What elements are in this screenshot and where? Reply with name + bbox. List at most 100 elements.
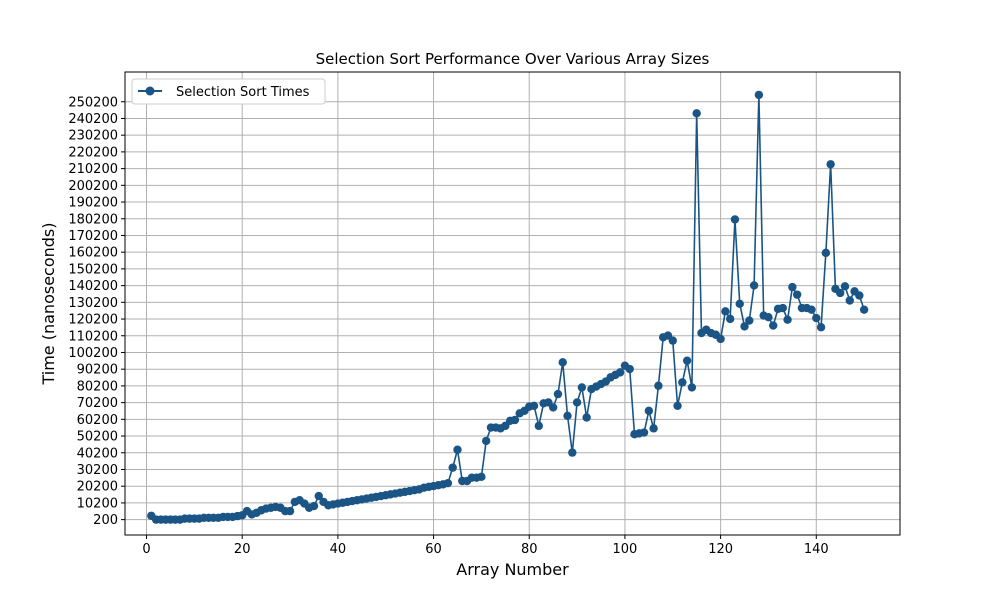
data-point bbox=[615, 368, 625, 377]
data-point bbox=[745, 316, 754, 325]
x-tick-label: 100 bbox=[613, 542, 638, 557]
data-point bbox=[625, 364, 634, 374]
data-point bbox=[510, 415, 520, 425]
y-tick-label: 240200 bbox=[68, 112, 118, 127]
y-tick-label: 90200 bbox=[77, 363, 118, 378]
data-point bbox=[754, 90, 764, 100]
data-point bbox=[553, 389, 563, 399]
data-point bbox=[548, 403, 558, 412]
data-point bbox=[309, 501, 319, 511]
y-tick-label: 30200 bbox=[77, 463, 118, 478]
data-point bbox=[453, 445, 462, 454]
data-point bbox=[448, 463, 457, 472]
data-point bbox=[568, 448, 577, 457]
x-tick-label: 40 bbox=[330, 542, 347, 557]
data-point bbox=[477, 472, 486, 482]
x-tick-label: 20 bbox=[234, 542, 251, 557]
data-point bbox=[721, 307, 730, 316]
x-tick-label: 0 bbox=[142, 542, 150, 557]
y-tick-label: 70200 bbox=[77, 396, 118, 411]
data-point bbox=[649, 424, 658, 433]
plot-area-frame bbox=[124, 71, 901, 536]
data-point bbox=[692, 109, 701, 118]
data-point bbox=[668, 336, 677, 345]
data-point bbox=[730, 215, 740, 224]
axis-ticks: 0 20 40 60 80 100 120 1402001020020200302004020… bbox=[68, 95, 828, 557]
data-point bbox=[534, 421, 544, 431]
data-point bbox=[563, 411, 572, 421]
data-point bbox=[644, 406, 654, 416]
y-tick-label: 80200 bbox=[77, 379, 118, 394]
y-tick-label: 200200 bbox=[68, 179, 118, 194]
data-point bbox=[529, 401, 539, 410]
y-tick-label: 150200 bbox=[68, 262, 118, 277]
data-point bbox=[783, 315, 792, 324]
data-point bbox=[778, 303, 787, 313]
y-tick-label: 40200 bbox=[77, 446, 118, 461]
data-point bbox=[816, 323, 826, 332]
data-point bbox=[481, 436, 491, 446]
data-point bbox=[673, 401, 682, 410]
data-point bbox=[740, 322, 749, 331]
data-point bbox=[687, 383, 697, 392]
y-tick-label: 170200 bbox=[68, 229, 118, 244]
legend: Selection Sort Times bbox=[131, 78, 326, 105]
x-tick-label: 80 bbox=[521, 542, 538, 557]
y-tick-label: 120200 bbox=[68, 313, 118, 328]
data-point bbox=[639, 428, 649, 437]
data-point bbox=[314, 491, 323, 501]
data-point bbox=[725, 314, 735, 324]
y-tick-label: 60200 bbox=[77, 413, 118, 428]
y-tick-label: 20200 bbox=[77, 480, 118, 495]
data-point bbox=[558, 358, 567, 367]
data-point bbox=[285, 506, 295, 516]
y-tick-label: 220200 bbox=[68, 145, 118, 160]
x-axis-title: Array Number bbox=[456, 560, 569, 579]
data-point bbox=[812, 313, 821, 323]
y-tick-label: 140200 bbox=[68, 279, 118, 294]
data-point bbox=[682, 356, 692, 365]
data-point bbox=[821, 248, 831, 258]
series bbox=[147, 90, 869, 524]
data-point bbox=[836, 288, 845, 298]
x-tick-label: 60 bbox=[425, 542, 442, 557]
data-point bbox=[577, 383, 587, 392]
chart-title: Selection Sort Performance Over Various … bbox=[316, 50, 710, 68]
legend-label: Selection Sort Times bbox=[176, 85, 310, 100]
y-tick-label: 110200 bbox=[68, 329, 118, 344]
y-tick-label: 180200 bbox=[68, 212, 118, 227]
data-point bbox=[443, 478, 453, 488]
data-point bbox=[845, 296, 854, 305]
data-point bbox=[769, 321, 778, 330]
y-tick-label: 10200 bbox=[77, 496, 118, 511]
y-tick-label: 210200 bbox=[68, 162, 118, 177]
y-tick-label: 160200 bbox=[68, 246, 118, 261]
data-point bbox=[826, 160, 835, 169]
data-point bbox=[788, 282, 797, 292]
data-point bbox=[735, 299, 744, 309]
x-tick-label: 120 bbox=[708, 542, 733, 557]
legend-marker-swatch bbox=[145, 86, 155, 96]
data-point bbox=[764, 313, 773, 322]
y-tick-label: 130200 bbox=[68, 296, 118, 311]
x-tick-label: 140 bbox=[804, 542, 829, 557]
data-point bbox=[749, 281, 759, 290]
data-point bbox=[716, 334, 725, 344]
data-point bbox=[572, 398, 582, 407]
y-tick-label: 50200 bbox=[77, 430, 118, 445]
data-point bbox=[678, 378, 687, 387]
data-point bbox=[792, 290, 802, 299]
y-tick-label: 100200 bbox=[68, 346, 118, 361]
y-tick-label: 230200 bbox=[68, 129, 118, 144]
data-point bbox=[859, 305, 869, 314]
y-axis-title: Time (nanoseconds) bbox=[39, 223, 58, 386]
y-tick-label: 250200 bbox=[68, 95, 118, 110]
legend-box bbox=[131, 78, 326, 105]
data-point bbox=[654, 381, 663, 390]
data-point bbox=[855, 291, 864, 300]
y-tick-label: 200 bbox=[93, 513, 118, 528]
y-tick-label: 190200 bbox=[68, 196, 118, 211]
data-point bbox=[807, 305, 816, 314]
data-point bbox=[582, 413, 591, 422]
